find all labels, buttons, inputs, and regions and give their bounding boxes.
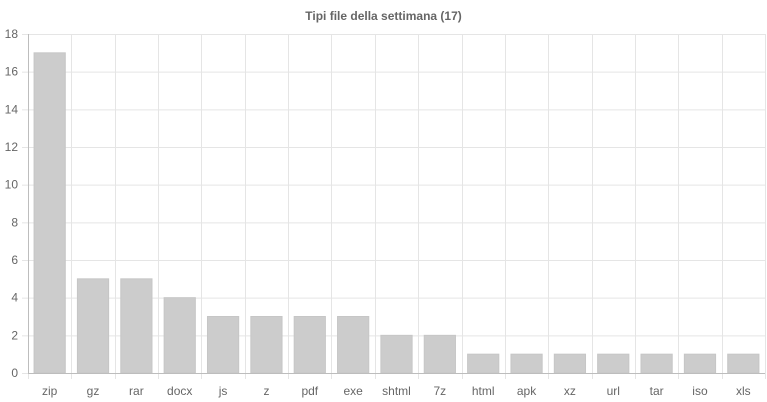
x-tick-label: rar [129, 384, 144, 398]
bar-url[interactable] [597, 353, 630, 374]
bar-apk[interactable] [510, 353, 543, 374]
bar-rar[interactable] [120, 278, 153, 374]
bar-pdf[interactable] [293, 316, 326, 374]
bar-z[interactable] [250, 316, 283, 374]
y-tick-label: 4 [11, 291, 18, 305]
x-tick-label: xls [736, 384, 751, 398]
x-tick-label: tar [650, 384, 664, 398]
bar-js[interactable] [206, 316, 240, 374]
x-tick-label: docx [167, 384, 192, 398]
x-tick-label: xz [564, 384, 576, 398]
x-tick-labels: zip gz rar docx js z pdf exe shtml 7z html apk xz url… [42, 384, 751, 398]
bar-tar[interactable] [640, 353, 673, 374]
x-tick-label: z [263, 384, 269, 398]
x-tick-label: exe [343, 384, 363, 398]
bar-7z[interactable] [423, 334, 456, 374]
bar-zip[interactable] [33, 52, 66, 374]
x-tick-label: apk [517, 384, 537, 398]
bar-gz[interactable] [76, 278, 110, 374]
x-tick-label: iso [692, 384, 708, 398]
axes [28, 34, 765, 374]
y-tick-label: 0 [11, 366, 18, 380]
x-tick-label: pdf [301, 384, 318, 398]
y-tick-label: 8 [11, 215, 18, 229]
bar-xz[interactable] [553, 353, 587, 374]
x-tick-label: url [607, 384, 620, 398]
bar-html[interactable] [467, 353, 500, 374]
gridlines [22, 34, 766, 379]
y-tick-label: 18 [5, 27, 19, 41]
x-tick-label: html [472, 384, 495, 398]
x-tick-label: shtml [382, 384, 411, 398]
x-tick-label: zip [42, 384, 58, 398]
bar-exe[interactable] [337, 316, 370, 374]
y-tick-label: 14 [5, 102, 19, 116]
chart-title: Tipi file della settimana (17) [305, 9, 462, 23]
y-tick-label: 2 [11, 328, 18, 342]
x-tick-label: 7z [434, 384, 447, 398]
y-tick-label: 6 [11, 253, 18, 267]
y-tick-label: 10 [5, 178, 19, 192]
bar-iso[interactable] [683, 353, 717, 374]
y-tick-label: 16 [5, 65, 19, 79]
bar-shtml[interactable] [380, 334, 413, 374]
y-tick-label: 12 [5, 140, 19, 154]
bars [33, 52, 760, 374]
bar-docx[interactable] [163, 297, 196, 374]
bar-xls[interactable] [727, 353, 760, 374]
y-tick-labels: 0 2 4 6 8 10 12 14 16 18 [5, 27, 19, 380]
x-tick-label: js [218, 384, 228, 398]
x-tick-label: gz [87, 384, 100, 398]
